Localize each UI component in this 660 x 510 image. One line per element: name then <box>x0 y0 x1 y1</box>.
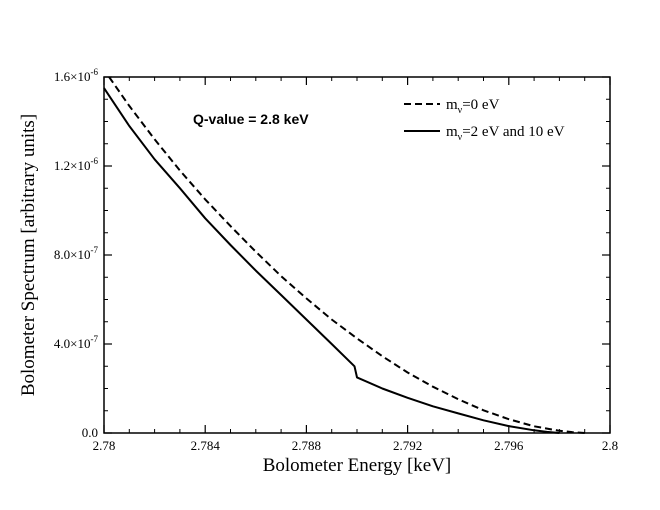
y-axis-label: Bolometer Spectrum [arbitrary units] <box>18 114 39 396</box>
x-tick-label: 2.78 <box>93 438 116 453</box>
legend: mν=0 eV mν=2 eV and 10 eV <box>404 97 565 143</box>
q-value-annotation: Q-value = 2.8 keV <box>193 111 309 127</box>
series-line-mnu-0ev <box>108 76 585 434</box>
legend-label: mν=2 eV and 10 eV <box>446 124 565 143</box>
legend-label: mν=0 eV <box>446 97 500 116</box>
y-tick-label: 1.6×10-6 <box>54 67 99 84</box>
x-tick-label: 2.796 <box>494 438 524 453</box>
axis-ticks: 2.78 2.784 2.788 2.792 2.796 2.8 0.0 4.0×10-7 8.… <box>54 67 618 453</box>
x-tick-label: 2.788 <box>292 438 321 453</box>
x-tick-label: 2.8 <box>602 438 618 453</box>
series-line-mnu-2-10ev <box>103 87 560 434</box>
y-tick-label: 1.2×10-6 <box>54 156 99 173</box>
x-axis-label: Bolometer Energy [keV] <box>263 455 452 476</box>
y-tick-label: 4.0×10-7 <box>54 334 99 351</box>
x-tick-label: 2.792 <box>393 438 422 453</box>
y-tick-label: 0.0 <box>82 425 98 440</box>
y-tick-label: 8.0×10-7 <box>54 245 99 262</box>
series-layer <box>103 76 585 434</box>
x-tick-label: 2.784 <box>191 438 221 453</box>
